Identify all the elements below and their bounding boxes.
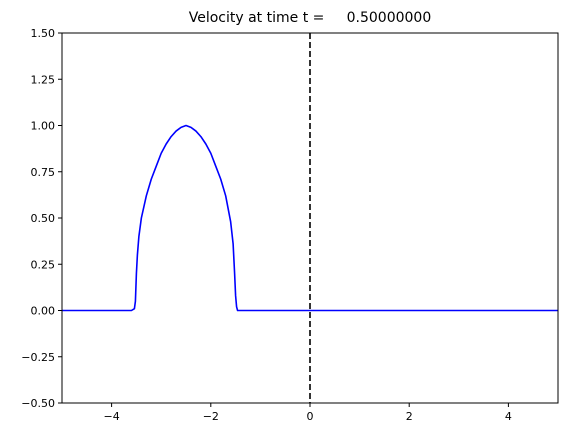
y-tick-label: 0.00 <box>31 305 56 318</box>
x-tick-label: −2 <box>203 410 219 423</box>
y-tick-label: 1.00 <box>31 120 56 133</box>
y-tick-label: 0.50 <box>31 212 56 225</box>
y-tick-label: 1.50 <box>31 27 56 40</box>
x-tick-label: 2 <box>406 410 413 423</box>
plot-area <box>62 33 558 403</box>
y-tick-label: 0.75 <box>31 166 56 179</box>
y-tick-label: −0.25 <box>21 351 55 364</box>
velocity-line <box>62 124 558 312</box>
x-tick-label: 0 <box>307 410 314 423</box>
chart-title: Velocity at time t = 0.50000000 <box>189 10 432 26</box>
y-tick-label: −0.50 <box>21 397 55 410</box>
x-tick-label: 4 <box>505 410 512 423</box>
y-tick-label: 1.25 <box>31 73 56 86</box>
axes: −4 −2 0 2 4 −0.50 −0.25 0.00 0.25 0.50 0.75 1.00 1.2… <box>21 27 559 423</box>
x-tick-label: −4 <box>103 410 119 423</box>
y-tick-label: 0.25 <box>31 258 56 271</box>
